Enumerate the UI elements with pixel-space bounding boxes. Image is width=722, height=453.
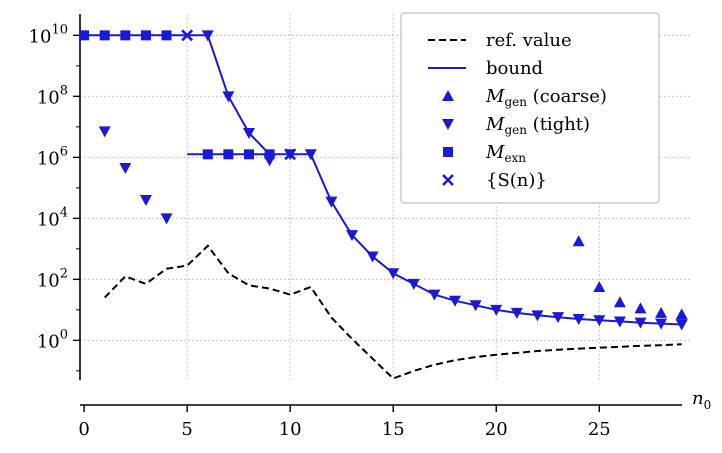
- x-tick-label: 5: [181, 419, 192, 440]
- triangle-down-marker: [449, 295, 462, 307]
- x-tick-label: 0: [78, 419, 89, 440]
- y-tick-label: 104: [37, 205, 68, 230]
- square-marker: [202, 149, 213, 160]
- triangle-up-marker: [442, 90, 454, 101]
- y-tick-label: 102: [37, 266, 68, 291]
- x-tick-label: 10: [279, 419, 302, 440]
- y-tick-label: 108: [37, 83, 68, 108]
- triangle-down-marker: [222, 91, 235, 103]
- triangle-up-marker: [572, 235, 585, 247]
- triangle-down-marker: [510, 307, 523, 319]
- triangle-down-marker: [572, 314, 585, 325]
- square-marker: [120, 30, 131, 41]
- legend-label: ref. value: [486, 30, 572, 51]
- triangle-down-marker: [139, 195, 152, 207]
- legend-label: bound: [486, 58, 543, 79]
- square-marker: [443, 147, 453, 157]
- triangle-down-marker: [304, 149, 317, 161]
- y-axis: 100 102 104 106 108 1010: [29, 14, 81, 380]
- x-axis-label-subscript: 0: [704, 398, 712, 412]
- square-marker: [161, 30, 172, 41]
- triangle-down-marker: [346, 230, 358, 242]
- triangle-up-marker: [675, 308, 688, 320]
- triangle-down-marker: [160, 213, 173, 225]
- triangle-down-marker: [469, 300, 482, 312]
- triangle-down-marker: [593, 315, 606, 327]
- y-tick-label: 106: [37, 144, 68, 169]
- triangle-down-marker: [442, 119, 454, 130]
- x-tick-label: 20: [485, 419, 508, 440]
- square-marker: [243, 149, 254, 160]
- legend-label: Mexn: [485, 142, 526, 165]
- x-axis: 0 5 10 15 20 25: [78, 404, 682, 440]
- triangle-down-marker: [366, 251, 379, 263]
- triangle-down-marker: [428, 289, 441, 301]
- x-axis-label: n0: [692, 388, 711, 412]
- triangle-down-marker: [655, 318, 668, 330]
- triangle-down-marker: [490, 304, 503, 316]
- triangle-down-marker: [98, 126, 111, 138]
- triangle-up-marker: [593, 280, 606, 292]
- triangle-up-marker: [655, 306, 668, 318]
- triangle-down-marker: [531, 310, 544, 322]
- triangle-down-marker: [325, 196, 338, 208]
- triangle-down-marker: [613, 316, 626, 328]
- legend-label: Mgen (tight): [485, 114, 590, 137]
- y-tick-label: 100: [37, 327, 68, 352]
- square-marker: [99, 30, 110, 41]
- x-marker: [284, 148, 297, 161]
- plot-area: [79, 29, 688, 380]
- x-marker: [442, 174, 454, 186]
- x-marker: [181, 29, 194, 42]
- square-marker: [140, 30, 151, 41]
- triangle-down-marker: [119, 163, 132, 175]
- triangle-up-marker: [613, 296, 626, 308]
- x-tick-label: 25: [588, 419, 611, 440]
- triangle-down-marker: [634, 317, 647, 329]
- square-marker: [223, 149, 234, 160]
- x-tick-label: 15: [382, 419, 405, 440]
- square-marker: [264, 149, 275, 160]
- y-tick-label: 1010: [29, 22, 68, 47]
- triangle-down-marker: [675, 319, 688, 331]
- triangle-down-marker: [242, 127, 255, 139]
- triangle-down-marker: [407, 278, 420, 290]
- legend: ref. value bound Mgen (coarse) Mgen (tight)…: [400, 12, 660, 204]
- triangle-down-marker: [387, 268, 400, 280]
- legend-label: Mgen (coarse): [485, 86, 607, 109]
- square-marker: [79, 30, 90, 41]
- triangle-up-marker: [634, 302, 647, 314]
- triangle-down-marker: [552, 312, 565, 324]
- bound-line: [84, 34, 271, 155]
- triangle-down-marker: [201, 30, 214, 42]
- legend-label: {S(n)}: [486, 170, 547, 191]
- legend-frame: [400, 12, 660, 204]
